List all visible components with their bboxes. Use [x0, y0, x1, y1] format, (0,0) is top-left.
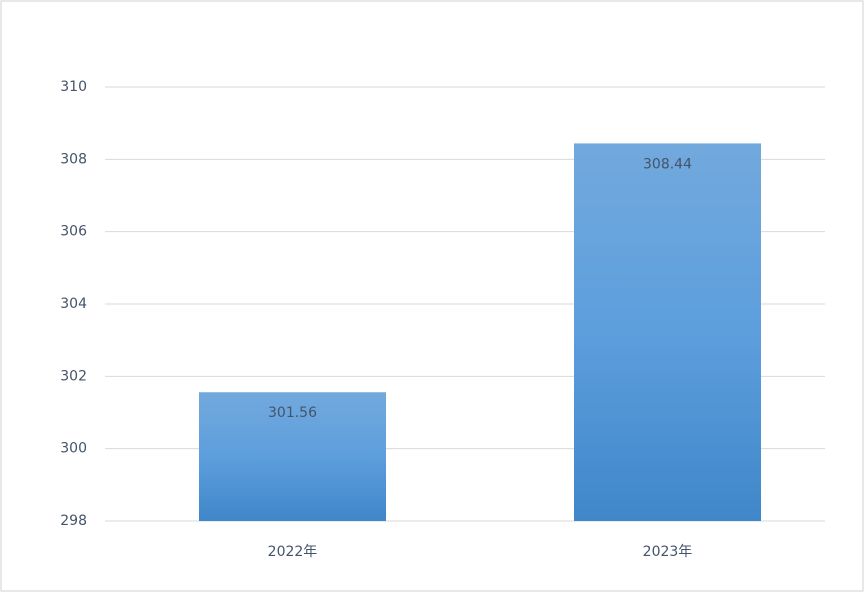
y-tick-label: 302 — [60, 368, 87, 384]
value-label: 308.44 — [643, 156, 692, 172]
y-tick-label: 298 — [60, 513, 87, 529]
y-tick-label: 300 — [60, 441, 87, 457]
bar — [574, 143, 761, 522]
bar — [199, 392, 386, 521]
y-tick-label: 308 — [60, 151, 87, 167]
y-tick-label: 304 — [60, 296, 87, 312]
value-label: 301.56 — [268, 405, 317, 421]
x-tick-label: 2023年 — [643, 544, 693, 560]
y-tick-label: 310 — [60, 79, 87, 95]
y-tick-label: 306 — [60, 224, 87, 240]
x-tick-label: 2022年 — [268, 544, 318, 560]
